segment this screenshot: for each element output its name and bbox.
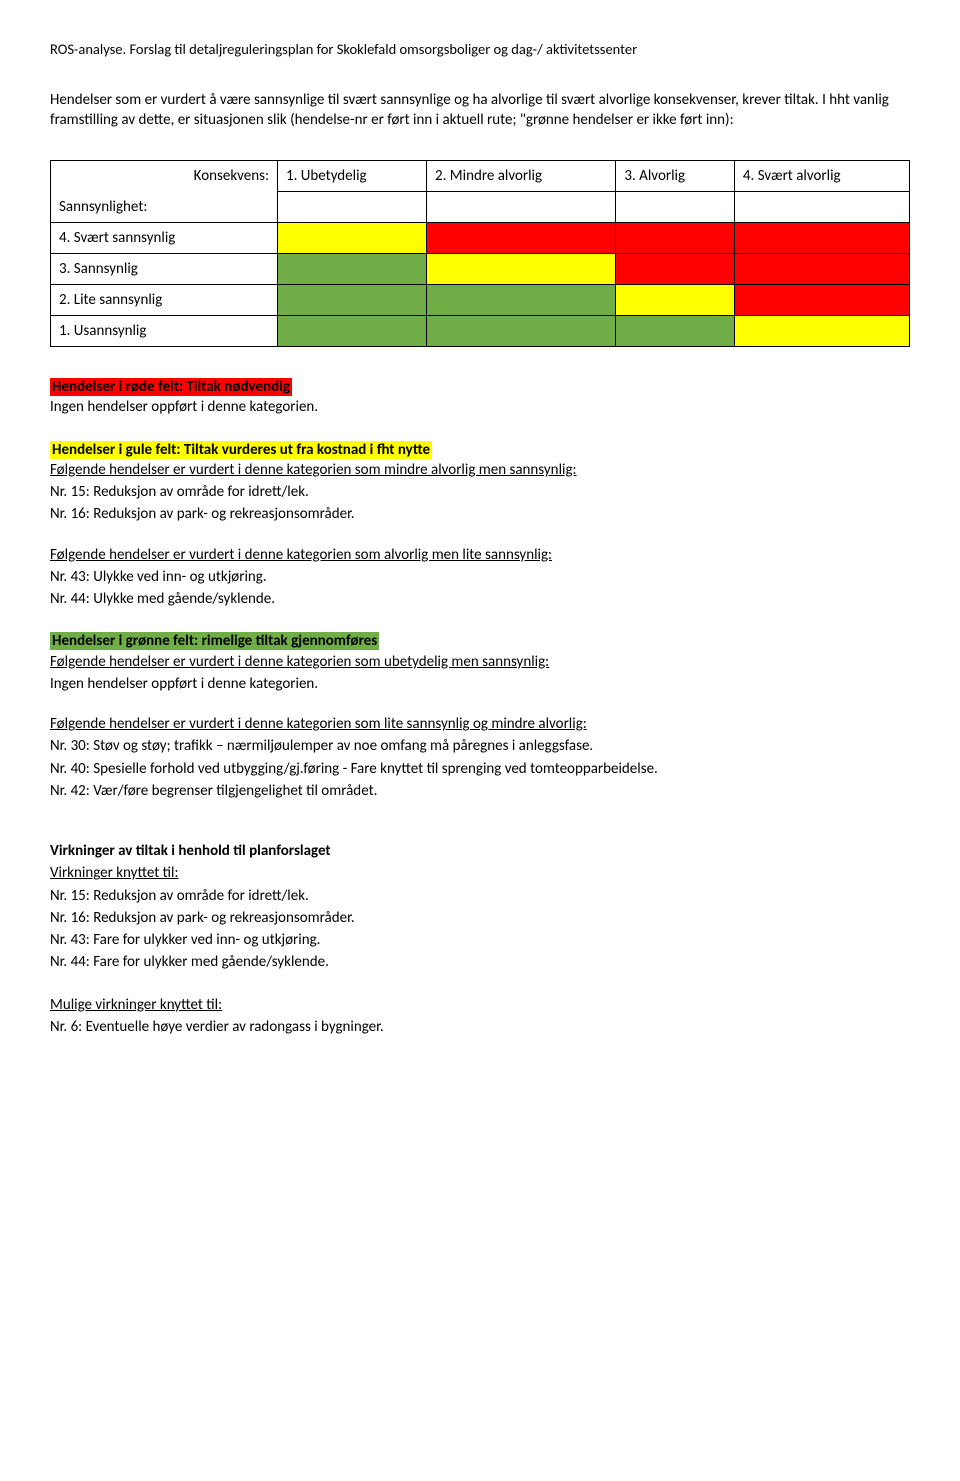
red-section: Hendelser i røde felt: Tiltak nødvendig … — [50, 377, 910, 418]
yellow-line: Nr. 15: Reduksjon av område for idrett/l… — [50, 482, 910, 502]
green-line: Nr. 30: Støv og støy; trafikk – nærmiljø… — [50, 736, 910, 756]
red-section-title: Hendelser i røde felt: Tiltak nødvendig — [50, 378, 292, 396]
sannsynlighet-label: Sannsynlighet: — [51, 192, 278, 223]
green-line: Nr. 40: Spesielle forhold ved utbygging/… — [50, 759, 910, 779]
cell — [734, 316, 909, 347]
cell — [616, 254, 735, 285]
yellow-sub2: Følgende hendelser er vurdert i denne ka… — [50, 545, 910, 565]
virkninger-section: Virkninger av tiltak i henhold til planf… — [50, 841, 910, 973]
virkninger-sub: Virkninger knyttet til: — [50, 863, 910, 883]
cell — [616, 285, 735, 316]
green-section-title: Hendelser i grønne felt: rimelige tiltak… — [50, 632, 379, 650]
matrix-row-3: 3. Sannsynlig — [51, 254, 910, 285]
green-line: Nr. 42: Vær/føre begrenser tilgjengeligh… — [50, 781, 910, 801]
cell — [278, 254, 427, 285]
cell — [616, 316, 735, 347]
risk-matrix: Konsekvens: 1. Ubetydelig 2. Mindre alvo… — [50, 160, 910, 347]
mulige-sub: Mulige virkninger knyttet til: — [50, 995, 910, 1015]
yellow-section: Hendelser i gule felt: Tiltak vurderes u… — [50, 440, 910, 610]
col-1: 1. Ubetydelig — [278, 161, 427, 192]
cell — [427, 316, 616, 347]
cell — [278, 223, 427, 254]
cell — [427, 285, 616, 316]
yellow-line: Nr. 16: Reduksjon av park- og rekreasjon… — [50, 504, 910, 524]
virk-line: Nr. 16: Reduksjon av park- og rekreasjon… — [50, 908, 910, 928]
yellow-line: Nr. 44: Ulykke med gående/syklende. — [50, 589, 910, 609]
cell — [734, 254, 909, 285]
mulige-section: Mulige virkninger knyttet til: Nr. 6: Ev… — [50, 995, 910, 1038]
yellow-line: Nr. 43: Ulykke ved inn- og utkjøring. — [50, 567, 910, 587]
page-header: ROS-analyse. Forslag til detaljregulerin… — [50, 40, 910, 60]
virk-line: Nr. 44: Fare for ulykker med gående/sykl… — [50, 952, 910, 972]
col-3: 3. Alvorlig — [616, 161, 735, 192]
cell — [278, 316, 427, 347]
green-line: Ingen hendelser oppført i denne kategori… — [50, 674, 910, 694]
mulige-line: Nr. 6: Eventuelle høye verdier av radong… — [50, 1017, 910, 1037]
virk-line: Nr. 43: Fare for ulykker ved inn- og utk… — [50, 930, 910, 950]
virk-line: Nr. 15: Reduksjon av område for idrett/l… — [50, 886, 910, 906]
cell — [734, 285, 909, 316]
matrix-row-1: 1. Usannsynlig — [51, 316, 910, 347]
matrix-row-4: 4. Svært sannsynlig — [51, 223, 910, 254]
virkninger-title: Virkninger av tiltak i henhold til planf… — [50, 841, 910, 861]
red-line: Ingen hendelser oppført i denne kategori… — [50, 397, 910, 417]
cell — [278, 285, 427, 316]
cell — [734, 223, 909, 254]
cell — [616, 223, 735, 254]
intro-paragraph: Hendelser som er vurdert å være sannsynl… — [50, 90, 910, 131]
matrix-row-2: 2. Lite sannsynlig — [51, 285, 910, 316]
cell — [427, 254, 616, 285]
green-section: Hendelser i grønne felt: rimelige tiltak… — [50, 631, 910, 801]
col-2: 2. Mindre alvorlig — [427, 161, 616, 192]
yellow-sub1: Følgende hendelser er vurdert i denne ka… — [50, 460, 910, 480]
green-sub2: Følgende hendelser er vurdert i denne ka… — [50, 714, 910, 734]
yellow-section-title: Hendelser i gule felt: Tiltak vurderes u… — [50, 441, 432, 459]
konsekvens-label: Konsekvens: — [51, 161, 278, 192]
green-sub1: Følgende hendelser er vurdert i denne ka… — [50, 652, 910, 672]
cell — [427, 223, 616, 254]
col-4: 4. Svært alvorlig — [734, 161, 909, 192]
